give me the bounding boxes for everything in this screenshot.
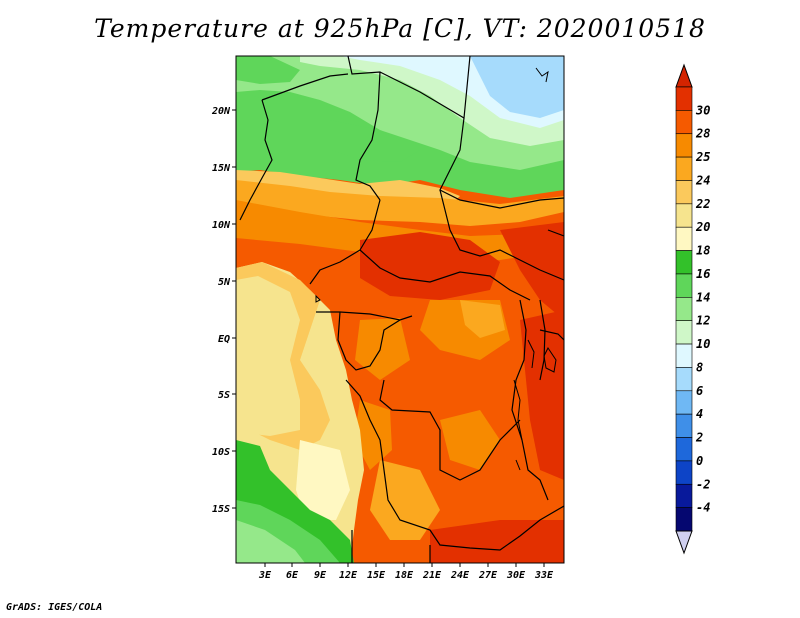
lon-label: 3E (258, 570, 272, 581)
colorbar-label: 24 (695, 173, 710, 187)
colorbar-swatch (675, 133, 693, 158)
colorbar-label: 18 (696, 244, 710, 258)
colorbar-label: -4 (696, 501, 710, 515)
colorbar-label: 2 (695, 431, 703, 445)
chart-title: Temperature at 925hPa [C], VT: 202001051… (94, 14, 706, 43)
colorbar-label: 4 (696, 407, 703, 421)
colorbar-swatch (675, 483, 693, 508)
lat-label: 5N (218, 277, 231, 288)
longitude-axis: 3E 6E 9E 12E 15E 18E 21E 24E 27E 30E 33E (258, 563, 554, 581)
colorbar-label: 12 (696, 314, 710, 328)
colorbar-swatch (675, 413, 693, 438)
lat-label: 10N (212, 220, 231, 231)
lakes (315, 67, 557, 471)
colorbar-swatch (675, 226, 693, 251)
colorbar-label: 25 (695, 150, 710, 164)
colorbar-swatch (675, 156, 693, 181)
colorbar-top-arrow (675, 63, 693, 88)
colorbar-label: 6 (696, 384, 703, 398)
colorbar-swatch (675, 297, 693, 321)
lat-label: 10S (212, 447, 230, 458)
colorbar-label: 20 (695, 220, 710, 234)
country-borders (239, 56, 564, 563)
lat-label: 15S (212, 504, 230, 515)
lat-label: 20N (211, 106, 231, 117)
lon-label: 12E (339, 570, 358, 581)
colorbar-swatch (675, 460, 693, 485)
colorbar-swatch (675, 86, 693, 111)
colorbar-swatch (675, 110, 693, 135)
colorbar-swatch (675, 507, 693, 532)
lon-label: 27E (478, 570, 498, 581)
colorbar-swatch (675, 343, 693, 368)
latitude-axis: 20N 15N 10N 5N EQ 5S 10S 15S (211, 106, 236, 515)
colorbar-label: 8 (696, 360, 703, 374)
colorbar-bottom-arrow (675, 530, 693, 555)
colorbar-swatch (675, 250, 693, 275)
colorbar-swatch (675, 390, 693, 415)
colorbar-label: 10 (696, 337, 710, 351)
colorbar-label: 16 (696, 267, 710, 281)
colorbar-label: 0 (696, 454, 703, 468)
colorbar-label: -2 (696, 477, 710, 491)
colorbar-label: 14 (696, 290, 710, 304)
lon-label: 6E (286, 570, 299, 581)
colorbar-swatch (675, 273, 693, 298)
lon-label: 30E (506, 570, 526, 581)
lat-label: 5S (218, 390, 230, 401)
colorbar-swatch (675, 203, 693, 228)
colorbar-label: 22 (695, 197, 710, 211)
colorbar-swatch (675, 437, 693, 462)
lon-label: 15E (367, 570, 386, 581)
lon-label: 21E (422, 570, 442, 581)
lat-label: EQ (218, 334, 230, 345)
colorbar-label: 30 (695, 103, 710, 117)
temperature-field (236, 56, 564, 563)
colorbar-swatch (675, 320, 693, 345)
lat-label: 15N (212, 163, 231, 174)
lon-label: 33E (534, 570, 554, 581)
colorbar-swatch (675, 367, 693, 392)
lon-label: 24E (450, 570, 470, 581)
grads-credit: GrADS: IGES/COLA (6, 602, 103, 613)
map-frame (235, 55, 565, 564)
colorbar-label: 28 (695, 127, 710, 141)
lon-label: 9E (314, 570, 327, 581)
colorbar-swatch (675, 180, 693, 205)
lon-label: 18E (395, 570, 414, 581)
